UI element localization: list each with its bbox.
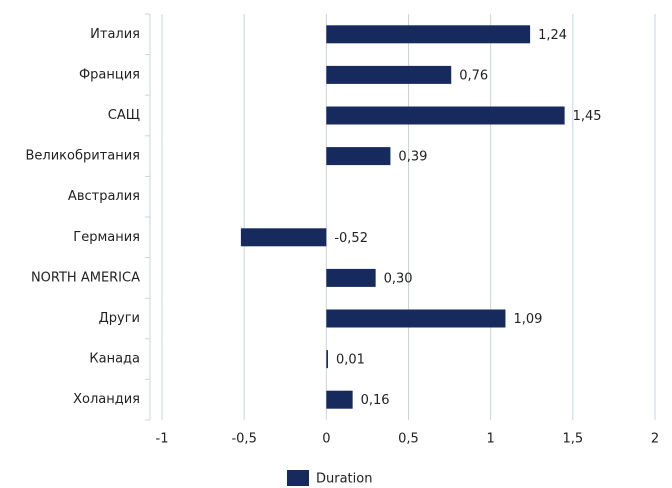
y-tick-label: Холандия xyxy=(73,392,140,407)
bar xyxy=(326,309,506,328)
x-tick-label: -1 xyxy=(156,432,169,447)
y-tick-label: Канада xyxy=(89,352,140,367)
bar xyxy=(326,268,376,287)
x-tick-label: -0,5 xyxy=(231,432,256,447)
x-tick-label: 0,5 xyxy=(398,432,419,447)
bar xyxy=(326,25,531,44)
legend-label: Duration xyxy=(316,472,372,487)
y-tick-label: Италия xyxy=(90,27,140,42)
value-label: 1,24 xyxy=(538,28,567,43)
bar xyxy=(326,65,452,84)
value-label: 0,16 xyxy=(361,393,390,408)
value-label: -0,52 xyxy=(334,231,368,246)
value-label: 1,45 xyxy=(573,109,602,124)
bar xyxy=(326,106,565,125)
bar xyxy=(326,390,353,409)
y-tick-label: Германия xyxy=(73,230,140,245)
y-tick-label: Австралия xyxy=(68,189,140,204)
y-tick-label: Други xyxy=(99,311,140,326)
value-label: 0,39 xyxy=(398,150,427,165)
y-tick-label: Великобритания xyxy=(25,149,140,164)
x-tick-label: 1,5 xyxy=(562,432,583,447)
y-tick-label: САЩ xyxy=(108,108,140,123)
legend-swatch xyxy=(287,470,309,486)
bar xyxy=(326,350,328,369)
bar xyxy=(240,228,327,247)
x-tick-label: 2 xyxy=(651,432,659,447)
value-label: 0,30 xyxy=(384,271,413,286)
value-label: 0,01 xyxy=(336,353,365,368)
y-tick-label: NORTH AMERICA xyxy=(31,270,140,285)
x-tick-label: 1 xyxy=(487,432,495,447)
x-tick-label: 0 xyxy=(322,432,330,447)
bar xyxy=(326,147,391,166)
value-label: 1,09 xyxy=(513,312,542,327)
value-label: 0,76 xyxy=(459,68,488,83)
y-tick-label: Франция xyxy=(79,67,140,82)
